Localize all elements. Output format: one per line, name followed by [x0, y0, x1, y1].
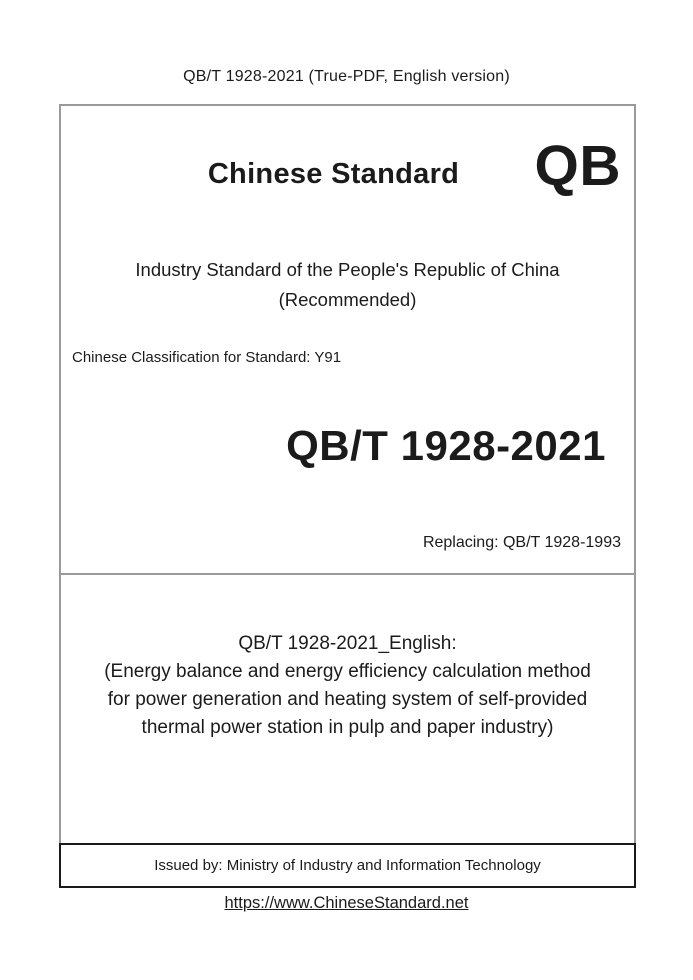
standard-number: QB/T 1928-2021: [286, 422, 606, 469]
english-title-line-3: for power generation and heating system …: [107, 689, 588, 710]
issued-by-box: Issued by: Ministry of Industry and Info…: [59, 843, 636, 888]
site-link-row: https://www.ChineseStandard.net: [0, 894, 693, 913]
english-title-line-1: QB/T 1928-2021_English:: [238, 633, 457, 654]
page-header-title: QB/T 1928-2021 (True-PDF, English versio…: [183, 68, 510, 85]
site-link[interactable]: https://www.ChineseStandard.net: [224, 894, 469, 912]
subtitle-block: Industry Standard of the People's Republ…: [61, 255, 634, 315]
brand-row: Chinese Standard QB: [61, 138, 634, 206]
subtitle-line-2: (Recommended): [278, 289, 417, 310]
replacing-label: Replacing: QB/T 1928-1993: [422, 534, 621, 551]
issued-by-label: Issued by: Ministry of Industry and Info…: [154, 857, 541, 874]
english-title-line-4: thermal power station in pulp and paper …: [141, 717, 554, 738]
brand-title: Chinese Standard: [207, 158, 460, 190]
classification-label: Chinese Classification for Standard: Y91: [72, 349, 342, 366]
cover-main-box: Chinese Standard QB Industry Standard of…: [59, 104, 636, 845]
english-title-line-2: (Energy balance and energy efficiency ca…: [104, 661, 591, 682]
section-divider: [61, 573, 634, 575]
qb-logo: QB: [534, 134, 621, 198]
english-title-block: QB/T 1928-2021_English: (Energy balance …: [61, 630, 634, 742]
subtitle-line-1: Industry Standard of the People's Republ…: [135, 259, 560, 280]
